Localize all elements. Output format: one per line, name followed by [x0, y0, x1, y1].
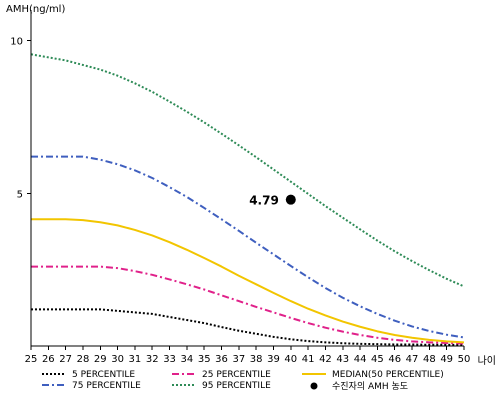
patient-point-label: 4.79 — [249, 194, 279, 208]
series-line-25-percentile — [31, 265, 465, 345]
x-tick-label: 29 — [94, 354, 107, 365]
legend-patient-label: 수진자의 AMH 농도 — [332, 381, 408, 392]
legend-label-75-percentile: 75 PERCENTILE — [72, 381, 141, 391]
x-tick-label: 33 — [163, 354, 176, 365]
x-tick-label: 37 — [232, 354, 245, 365]
y-tick-label: 10 — [10, 37, 23, 48]
x-tick-label: 43 — [336, 354, 349, 365]
x-tick-label: 27 — [59, 354, 72, 365]
x-axis-title: 나이 — [478, 355, 496, 367]
x-tick-label: 25 — [25, 354, 38, 365]
series-line-median-50-percentile — [31, 218, 465, 344]
legend-patient-marker — [310, 382, 318, 390]
x-tick-label: 28 — [77, 354, 90, 365]
x-tick-label: 34 — [181, 354, 194, 365]
patient-point — [285, 194, 296, 205]
legend-label-median-50-percentile: MEDIAN(50 PERCENTILE) — [332, 370, 444, 380]
x-tick-label: 40 — [284, 354, 297, 365]
x-tick-label: 30 — [111, 354, 124, 365]
x-tick-label: 47 — [406, 354, 419, 365]
x-tick-label: 48 — [423, 354, 436, 365]
legend-label-5-percentile: 5 PERCENTILE — [72, 370, 135, 380]
y-axis-title: AMH(ng/ml) — [6, 4, 65, 15]
legend-label-95-percentile: 95 PERCENTILE — [202, 381, 271, 391]
x-tick-label: 49 — [440, 354, 453, 365]
x-tick-label: 35 — [198, 354, 211, 365]
y-tick-label: 5 — [17, 189, 23, 200]
series-line-75-percentile — [31, 155, 465, 339]
x-tick-label: 38 — [250, 354, 263, 365]
legend-label-25-percentile: 25 PERCENTILE — [202, 370, 271, 380]
x-tick-label: 32 — [146, 354, 159, 365]
x-tick-label: 31 — [129, 354, 142, 365]
x-tick-label: 26 — [42, 354, 55, 365]
x-tick-label: 46 — [388, 354, 401, 365]
x-tick-label: 36 — [215, 354, 228, 365]
x-tick-label: 41 — [302, 354, 315, 365]
x-tick-label: 44 — [354, 354, 367, 365]
x-tick-label: 39 — [267, 354, 280, 365]
series-line-95-percentile — [30, 53, 465, 288]
series-line-5-percentile — [31, 308, 465, 347]
x-tick-label: 50 — [458, 354, 471, 365]
x-tick-label: 45 — [371, 354, 384, 365]
x-tick-label: 42 — [319, 354, 332, 365]
